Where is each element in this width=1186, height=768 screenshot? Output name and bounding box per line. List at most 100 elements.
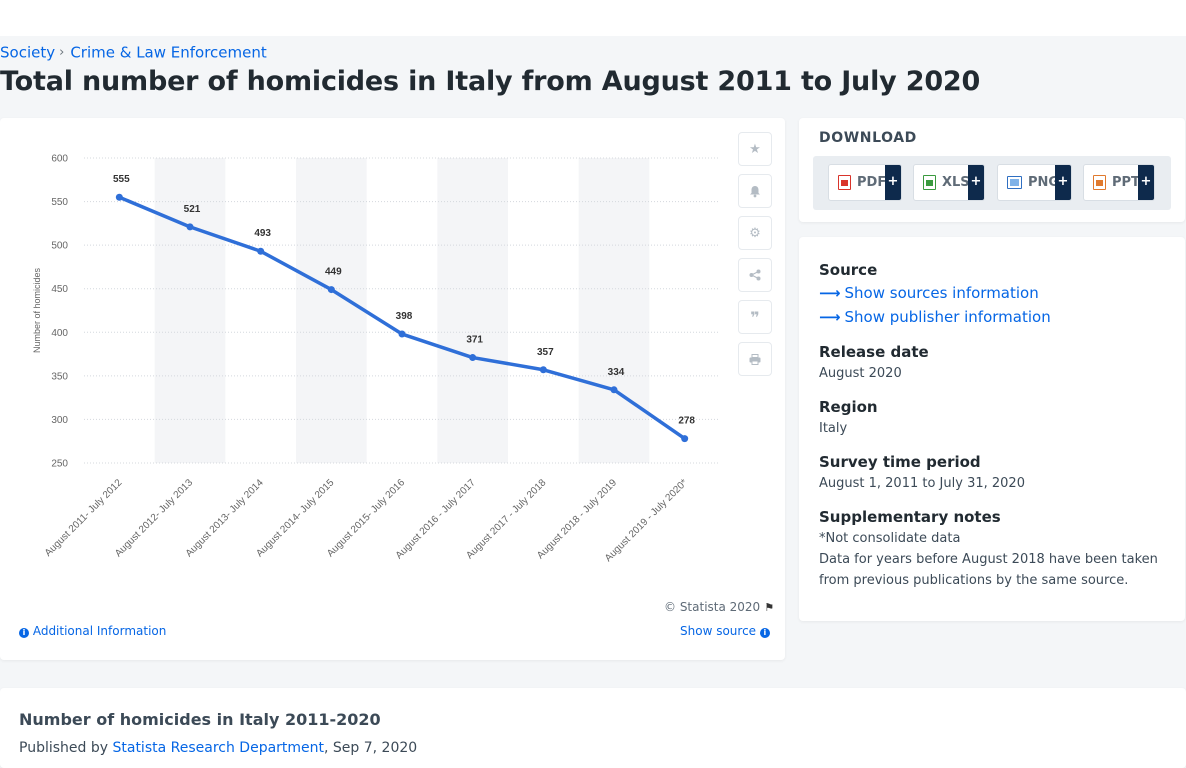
y-tick-label: 350 <box>51 371 68 382</box>
ppt-plus-button[interactable]: + <box>1138 165 1154 200</box>
y-tick-label: 400 <box>51 328 68 339</box>
data-point <box>327 286 335 294</box>
data-point <box>398 330 406 338</box>
related-statistic-card: Number of homicides in Italy 2011-2020 P… <box>0 688 1186 768</box>
source-heading: Source <box>819 261 878 279</box>
publisher-link[interactable]: Statista Research Department <box>112 740 325 756</box>
chart-band <box>578 158 650 463</box>
data-point <box>186 223 194 231</box>
x-tick-label: August 2014- July 2015 <box>254 477 336 559</box>
data-label: 521 <box>184 204 201 215</box>
y-tick-label: 250 <box>51 459 68 470</box>
xls-file-icon <box>923 175 936 190</box>
notes-line-3: from previous publications by the same s… <box>819 573 1129 588</box>
show-sources-link[interactable]: ⟶ Show sources information <box>819 284 1039 302</box>
chart-card: 250 300 350 400 450 500 550 600 Number of homici… <box>0 118 785 660</box>
pdf-file-icon <box>838 175 851 190</box>
png-file-icon <box>1007 176 1022 189</box>
ppt-file-icon <box>1093 175 1106 190</box>
data-label: 371 <box>466 335 483 346</box>
data-point <box>115 193 123 201</box>
chart-band <box>154 158 226 463</box>
y-tick-label: 450 <box>51 284 68 295</box>
y-tick-label: 600 <box>51 154 68 165</box>
favorite-button[interactable]: ★ <box>738 132 772 166</box>
additional-information-link[interactable]: i Additional Information <box>19 624 166 638</box>
pdf-plus-button[interactable]: + <box>885 165 901 200</box>
bell-icon <box>750 185 760 197</box>
cite-button[interactable]: ❞ <box>738 300 772 334</box>
survey-period-heading: Survey time period <box>819 453 981 471</box>
x-tick-label: August 2016 - July 2017 <box>394 477 478 561</box>
xls-plus-button[interactable]: + <box>968 165 984 200</box>
gear-icon: ⚙ <box>749 225 761 241</box>
x-tick-label: August 2015- July 2016 <box>325 477 407 559</box>
published-by: Published by Statista Research Departmen… <box>19 740 418 756</box>
page-title: Total number of homicides in Italy from … <box>0 66 981 97</box>
region-value: Italy <box>819 421 848 436</box>
data-point <box>469 354 477 362</box>
data-point <box>539 366 547 374</box>
x-tick-label: August 2019 - July 2020* <box>603 477 690 564</box>
related-title[interactable]: Number of homicides in Italy 2011-2020 <box>19 710 381 729</box>
meta-card: Source ⟶ Show sources information ⟶ Show p… <box>799 237 1185 621</box>
line-chart: 250 300 350 400 450 500 550 600 Number of homici… <box>32 154 720 564</box>
download-pdf-button[interactable]: PDF + <box>828 164 902 201</box>
settings-button[interactable]: ⚙ <box>738 216 772 250</box>
breadcrumb-item-crime[interactable]: Crime & Law Enforcement <box>70 43 267 62</box>
info-icon: i <box>759 628 770 638</box>
download-png-button[interactable]: PNG + <box>997 164 1072 201</box>
data-label: 555 <box>113 174 130 185</box>
share-button[interactable] <box>738 258 772 292</box>
breadcrumb-separator: › <box>59 45 65 60</box>
notes-line-1: *Not consolidate data <box>819 531 961 546</box>
data-label: 357 <box>537 347 554 358</box>
download-xls-button[interactable]: XLS + <box>913 164 985 201</box>
quote-icon: ❞ <box>750 307 760 327</box>
data-label: 278 <box>678 416 695 427</box>
y-axis-label: Number of homicides <box>32 267 42 353</box>
notification-button[interactable] <box>738 174 772 208</box>
chart-toolbar: ★ ⚙ ❞ <box>738 132 772 384</box>
download-bar: PDF + XLS + PNG + PPT + <box>813 156 1171 210</box>
data-label: 493 <box>254 228 271 239</box>
show-source-link[interactable]: Show source i <box>680 624 770 638</box>
chart-band <box>296 158 367 463</box>
x-tick-label: August 2012- July 2013 <box>113 477 195 559</box>
arrow-right-icon: ⟶ <box>819 308 841 326</box>
print-icon <box>749 353 761 365</box>
y-tick-label: 300 <box>51 415 68 426</box>
star-icon: ★ <box>749 141 761 157</box>
top-bar <box>0 0 1186 36</box>
info-icon: i <box>19 628 29 638</box>
data-label: 334 <box>608 367 625 378</box>
show-publisher-link[interactable]: ⟶ Show publisher information <box>819 308 1051 326</box>
arrow-right-icon: ⟶ <box>819 284 841 302</box>
x-tick-label: August 2018 - July 2019 <box>535 477 619 561</box>
y-tick-label: 500 <box>51 241 68 252</box>
data-label: 398 <box>396 311 413 322</box>
region-heading: Region <box>819 398 878 416</box>
x-tick-label: August 2013- July 2014 <box>184 477 266 559</box>
download-card: DOWNLOAD PDF + XLS + PNG + PPT + <box>799 118 1185 222</box>
x-tick-label: August 2011- July 2012 <box>43 477 125 559</box>
breadcrumb-item-society[interactable]: Society <box>0 43 56 62</box>
breadcrumb: Society › Crime & Law Enforcement <box>0 43 267 62</box>
share-icon <box>749 269 761 281</box>
supplementary-notes-heading: Supplementary notes <box>819 508 1001 526</box>
print-button[interactable] <box>738 342 772 376</box>
download-ppt-button[interactable]: PPT + <box>1083 164 1155 201</box>
flag-icon[interactable]: ⚑ <box>764 601 775 614</box>
download-title: DOWNLOAD <box>819 130 917 146</box>
x-tick-label: August 2017 - July 2018 <box>464 477 548 561</box>
data-label: 449 <box>325 267 342 278</box>
release-date-heading: Release date <box>819 343 929 361</box>
y-tick-label: 550 <box>51 197 68 208</box>
png-plus-button[interactable]: + <box>1055 165 1071 200</box>
data-point <box>610 386 618 394</box>
data-point <box>681 435 689 443</box>
data-point <box>257 247 265 255</box>
notes-line-2: Data for years before August 2018 have b… <box>819 552 1158 567</box>
release-date-value: August 2020 <box>819 366 902 381</box>
survey-period-value: August 1, 2011 to July 31, 2020 <box>819 476 1025 491</box>
